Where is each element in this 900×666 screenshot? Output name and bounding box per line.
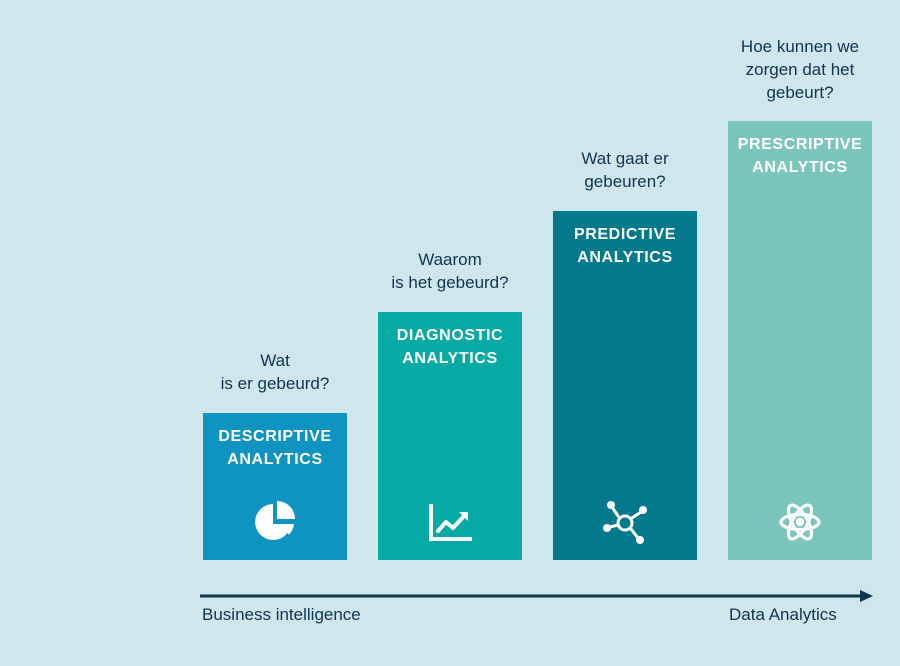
bar-label-prescriptive: PRESCRIPTIVE ANALYTICS [737, 136, 863, 176]
axis-start-label: Business intelligence [202, 605, 361, 624]
axis-end-label: Data Analytics [729, 605, 837, 624]
question-prescriptive: Hoe kunnen we zorgen dat het gebeurt? [740, 37, 860, 102]
question-descriptive: Wat is er gebeurd? [220, 351, 330, 393]
pie-chart-icon [255, 501, 295, 540]
bar-diagnostic-analytics: DIAGNOSTIC ANALYTICS [378, 312, 522, 560]
question-diagnostic: Waarom is het gebeurd? [391, 250, 509, 292]
bar-label-diagnostic: DIAGNOSTIC ANALYTICS [396, 327, 504, 367]
bar-prescriptive-analytics: PRESCRIPTIVE ANALYTICS [728, 121, 872, 560]
bar-predictive-analytics: PREDICTIVE ANALYTICS [553, 211, 697, 560]
progress-arrow [200, 590, 873, 602]
bar-label-predictive: PREDICTIVE ANALYTICS [573, 226, 676, 266]
network-nodes-icon [603, 501, 647, 544]
trend-chart-icon [429, 504, 472, 541]
bar-descriptive-analytics: DESCRIPTIVE ANALYTICS [203, 413, 347, 560]
bar-label-descriptive: DESCRIPTIVE ANALYTICS [218, 428, 332, 468]
atom-icon [779, 503, 821, 541]
question-predictive: Wat gaat er gebeuren? [581, 149, 669, 191]
